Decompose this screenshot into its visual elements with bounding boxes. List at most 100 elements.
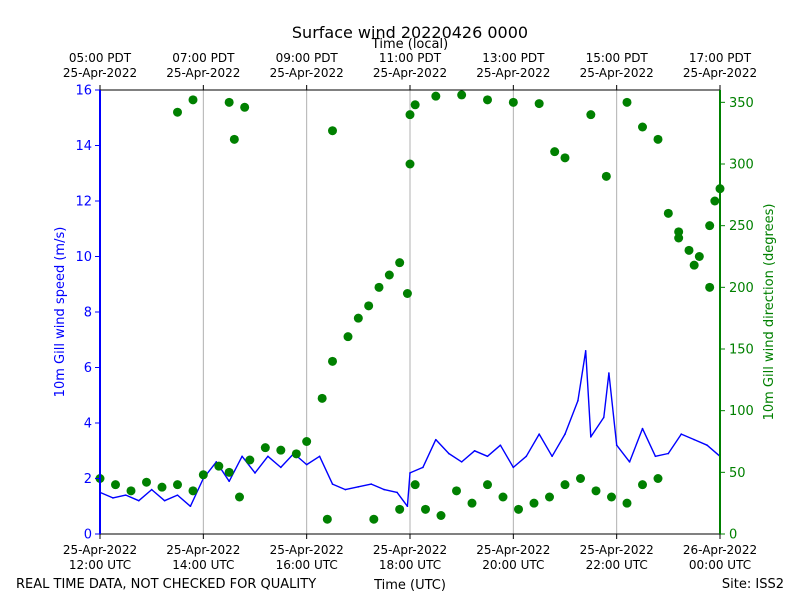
wind-speed-series: [99, 350, 721, 508]
wind-direction-point: [560, 153, 570, 163]
wind-speed-point: [693, 438, 695, 441]
left-axis-ticks: 0 2 4 6 8 10 12 14 16: [75, 84, 100, 543]
top-tick-date: 25-Apr-2022: [476, 66, 550, 80]
wind-speed-point: [176, 494, 179, 496]
wind-direction-point: [188, 486, 198, 496]
top-tick-date: 25-Apr-2022: [166, 66, 240, 80]
wind-direction-point: [157, 482, 167, 492]
right-tick-label: 0: [729, 528, 737, 543]
wind-speed-point: [150, 488, 153, 491]
top-tick-time: 05:00 PDT: [69, 51, 132, 65]
wind-speed-point: [667, 452, 670, 455]
wind-speed-point: [577, 400, 579, 402]
wind-direction-point: [431, 91, 441, 101]
wind-direction-point: [591, 486, 601, 496]
wind-direction-point: [322, 514, 332, 524]
wind-direction-point: [276, 445, 286, 455]
bottom-tick-time: 20:00 UTC: [482, 558, 544, 572]
left-tick-label: 12: [75, 195, 92, 210]
wind-direction-point: [498, 492, 508, 502]
wind-speed-point: [447, 452, 450, 455]
site-label: Site: ISS2: [722, 577, 784, 592]
wind-direction-point: [405, 110, 415, 120]
wind-speed-point: [538, 433, 540, 435]
wind-direction-point: [663, 208, 673, 218]
left-tick-label: 2: [84, 472, 92, 487]
bottom-tick-date: 26-Apr-2022: [683, 543, 757, 557]
wind-speed-point: [654, 455, 657, 458]
wind-speed-point: [499, 444, 502, 447]
wind-direction-point: [674, 227, 684, 237]
bottom-tick-date: 25-Apr-2022: [580, 543, 654, 557]
wind-speed-point: [163, 499, 166, 502]
right-axis-ticks: 0 50 100 150 200 250 300 350: [720, 96, 754, 543]
wind-direction-point: [111, 480, 120, 490]
wind-direction-point: [126, 486, 136, 496]
left-tick-label: 0: [84, 528, 92, 543]
wind-speed-point: [551, 455, 553, 458]
left-tick-label: 6: [84, 361, 92, 376]
wind-direction-point: [260, 443, 270, 453]
wind-speed-point: [406, 505, 409, 508]
wind-direction-point: [402, 289, 412, 298]
wind-direction-point: [173, 480, 182, 490]
top-axis-label: Time (local): [371, 37, 448, 52]
wind-direction-point: [214, 461, 224, 471]
wind-direction-point: [560, 480, 570, 490]
wind-direction-point: [534, 99, 544, 109]
wind-speed-point: [486, 455, 489, 458]
wind-direction-point: [317, 393, 327, 403]
bottom-tick-time: 16:00 UTC: [276, 558, 338, 572]
wind-speed-point: [344, 488, 347, 491]
wind-direction-point: [421, 504, 430, 514]
wind-direction-point: [467, 498, 477, 508]
wind-speed-point: [137, 499, 140, 502]
wind-direction-point: [369, 514, 379, 524]
wind-direction-point: [689, 260, 699, 270]
wind-direction-point: [601, 171, 611, 181]
bottom-tick-date: 25-Apr-2022: [270, 543, 344, 557]
wind-direction-point: [395, 504, 405, 514]
wind-speed-point: [422, 466, 424, 469]
wind-direction-point: [684, 245, 694, 255]
top-tick-time: 17:00 PDT: [689, 51, 752, 65]
bottom-tick-time: 14:00 UTC: [172, 558, 234, 572]
wind-direction-point: [235, 492, 244, 502]
wind-direction-point: [291, 449, 301, 459]
grid-lines: [202, 90, 618, 534]
wind-direction-point: [457, 90, 467, 100]
wind-speed-point: [615, 444, 618, 447]
wind-direction-point: [586, 110, 596, 120]
bottom-tick-date: 25-Apr-2022: [166, 543, 240, 557]
wind-speed-point: [473, 449, 476, 452]
wind-direction-point: [188, 95, 198, 105]
wind-direction-point: [607, 492, 616, 502]
wind-speed-point: [641, 427, 644, 430]
right-tick-label: 300: [729, 158, 754, 173]
wind-direction-point: [198, 470, 208, 480]
wind-direction-point: [705, 282, 715, 292]
wind-speed-point: [590, 436, 592, 438]
wind-direction-point: [302, 437, 312, 446]
top-tick-time: 15:00 PDT: [586, 51, 649, 65]
bottom-tick-date: 25-Apr-2022: [63, 543, 137, 557]
bottom-tick-time: 18:00 UTC: [379, 558, 441, 572]
wind-direction-point: [452, 486, 461, 496]
wind-direction-point: [576, 474, 585, 483]
wind-direction-point: [343, 332, 353, 342]
wind-direction-point: [410, 100, 420, 110]
wind-speed-point: [525, 455, 528, 458]
wind-direction-point: [353, 313, 363, 323]
wind-direction-point: [483, 95, 492, 105]
chart-title: Surface wind 20220426 0000: [292, 23, 528, 42]
left-tick-label: 8: [84, 306, 92, 321]
wind-direction-point: [173, 107, 182, 117]
wind-speed-point: [280, 466, 282, 469]
right-tick-label: 150: [729, 343, 754, 358]
bottom-tick-date: 25-Apr-2022: [373, 543, 447, 557]
wind-speed-point: [512, 466, 515, 469]
wind-direction-point: [364, 301, 374, 311]
wind-speed-point: [584, 350, 587, 352]
